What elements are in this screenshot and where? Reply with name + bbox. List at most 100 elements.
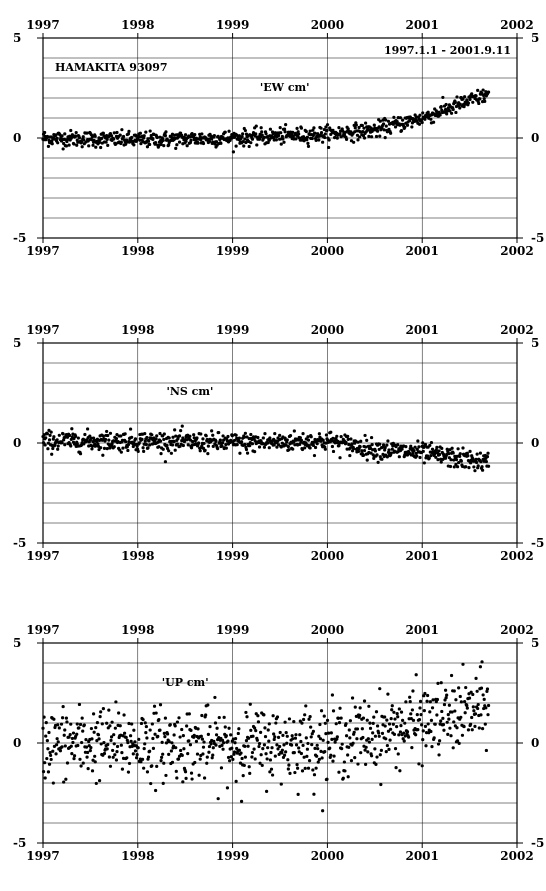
data-point	[470, 715, 474, 720]
data-point	[151, 736, 155, 741]
data-point	[329, 753, 333, 757]
data-point	[259, 730, 263, 734]
data-point	[148, 129, 152, 133]
data-point	[232, 750, 237, 754]
data-point	[82, 723, 86, 727]
data-point	[115, 130, 119, 135]
data-point	[43, 130, 47, 135]
data-point	[461, 446, 465, 450]
data-point	[45, 756, 49, 761]
data-point	[362, 448, 367, 453]
data-point	[426, 722, 430, 726]
data-point	[185, 724, 189, 728]
data-point	[223, 725, 227, 729]
data-point	[235, 443, 239, 447]
data-point	[343, 769, 347, 773]
data-point	[445, 720, 449, 724]
data-point	[134, 756, 139, 760]
data-point	[369, 435, 374, 440]
data-point	[143, 742, 147, 746]
data-point	[484, 706, 488, 710]
data-point	[344, 440, 348, 444]
data-point	[417, 717, 422, 722]
data-point	[352, 447, 356, 451]
data-point	[77, 136, 82, 140]
data-point	[89, 726, 94, 731]
data-point	[118, 724, 122, 728]
data-point	[338, 132, 342, 136]
data-point	[179, 429, 183, 433]
data-point	[256, 720, 261, 724]
data-point	[377, 734, 381, 738]
data-point	[162, 432, 166, 436]
data-point	[476, 464, 480, 468]
data-point	[119, 140, 123, 144]
data-point	[301, 743, 305, 748]
data-point	[473, 724, 477, 728]
data-point	[93, 754, 97, 758]
data-point	[94, 781, 98, 786]
data-point	[315, 743, 319, 747]
data-point	[386, 119, 391, 123]
data-point	[421, 738, 425, 742]
data-point	[262, 713, 266, 717]
data-point	[288, 771, 292, 775]
data-point	[96, 442, 100, 446]
data-point	[312, 773, 317, 777]
data-point	[253, 726, 257, 730]
data-point	[144, 130, 148, 134]
data-point	[77, 702, 82, 707]
data-point	[265, 789, 269, 793]
data-point	[421, 449, 425, 453]
data-point	[262, 743, 267, 747]
data-point	[205, 761, 209, 765]
data-point	[219, 766, 224, 770]
data-point	[463, 711, 467, 715]
data-point	[124, 735, 128, 740]
data-point	[77, 726, 81, 730]
data-point	[372, 123, 376, 127]
data-point	[159, 142, 163, 147]
data-point	[476, 88, 480, 92]
data-point	[447, 452, 451, 456]
data-point	[76, 436, 80, 440]
data-point	[380, 731, 385, 735]
data-point	[56, 723, 60, 727]
y-tick-label-right: -5	[531, 536, 544, 550]
data-point	[471, 692, 475, 697]
data-point	[157, 717, 161, 722]
data-point	[452, 720, 456, 724]
data-point	[56, 141, 60, 145]
data-point	[309, 735, 313, 739]
data-point	[415, 447, 419, 451]
data-point	[384, 737, 388, 741]
data-point	[270, 746, 274, 750]
x-tick-label-top: 2000	[311, 18, 344, 32]
data-point	[379, 748, 383, 753]
data-point	[384, 124, 388, 128]
data-point	[167, 449, 171, 453]
data-point	[460, 733, 465, 737]
data-point	[319, 130, 324, 135]
data-point	[213, 721, 218, 725]
data-point	[337, 126, 341, 130]
data-point	[303, 713, 307, 717]
data-point	[283, 130, 287, 134]
data-point	[352, 140, 356, 144]
data-point	[94, 145, 98, 149]
data-point	[337, 721, 342, 725]
data-point	[395, 725, 399, 729]
data-point	[173, 724, 177, 728]
data-point	[459, 715, 463, 719]
data-point	[468, 97, 472, 102]
data-point	[204, 713, 208, 717]
data-point	[300, 721, 304, 725]
data-point	[266, 140, 270, 145]
data-point	[339, 434, 343, 439]
data-point	[447, 703, 451, 707]
data-point	[105, 137, 109, 142]
data-point	[294, 743, 299, 747]
data-point	[173, 448, 177, 452]
data-point	[95, 721, 99, 725]
